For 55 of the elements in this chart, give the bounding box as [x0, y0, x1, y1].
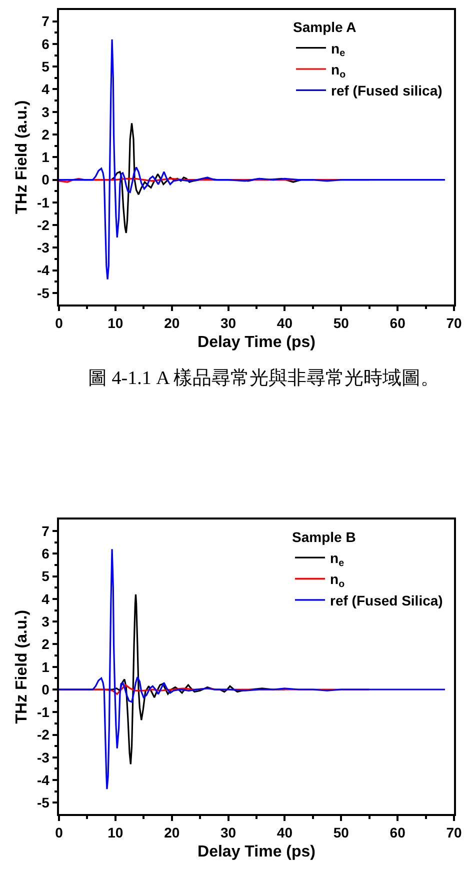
legend-label: n$_{o}$	[331, 61, 346, 80]
y-tick-label: 4	[42, 81, 50, 98]
x-tick-label: 60	[390, 824, 406, 841]
x-tick-label: 70	[446, 824, 462, 841]
y-tick-label: -5	[36, 794, 50, 811]
y-tick-label: -5	[36, 284, 50, 301]
y-tick-label: 3	[42, 613, 50, 630]
x-tick-label: 20	[164, 824, 180, 841]
x-axis-title: Delay Time (ps)	[198, 844, 316, 861]
x-tick-label: 10	[108, 824, 124, 841]
y-tick-label: 7	[42, 13, 50, 30]
y-tick-label: -3	[36, 240, 50, 256]
y-tick-label: -4	[36, 772, 50, 788]
y-tick-label: 1	[42, 149, 50, 166]
y-tick-label: -3	[36, 749, 50, 766]
y-tick-label: 6	[42, 546, 50, 562]
y-tick-label: -2	[36, 216, 50, 233]
y-tick-label: -1	[36, 704, 50, 720]
y-tick-label: 2	[42, 636, 50, 652]
y-tick-label: -1	[36, 194, 50, 210]
y-tick-label: 7	[42, 522, 50, 539]
legend-label: n$_{e}$	[331, 40, 346, 60]
y-axis-title: THz Field (a.u.)	[13, 610, 30, 724]
x-tick-label: 50	[333, 824, 350, 841]
y-tick-label: 5	[42, 58, 50, 74]
y-tick-label: 3	[42, 104, 50, 120]
x-tick-label: 40	[276, 314, 293, 331]
legend-label: n$_{o}$	[330, 571, 345, 590]
x-tick-label: 50	[333, 314, 350, 331]
x-tick-label: 30	[220, 314, 236, 331]
legend-label: ref (Fused Silica)	[330, 592, 443, 608]
x-tick-label: 30	[220, 824, 236, 841]
legend-label: ref (Fused silica)	[331, 82, 442, 99]
x-tick-label: 10	[108, 314, 124, 331]
x-tick-label: 40	[276, 824, 293, 841]
y-tick-label: 0	[42, 681, 50, 698]
y-tick-label: -2	[36, 726, 50, 743]
caption: 圖 4-1.1 A 樣品尋常光與非尋常光時域圖。	[88, 367, 440, 389]
y-tick-label: -4	[36, 262, 50, 278]
y-tick-label: 1	[42, 658, 50, 675]
x-tick-label: 0	[55, 314, 64, 331]
y-axis-title: THz Field (a.u.)	[13, 100, 30, 214]
legend-title: Sample A	[293, 19, 356, 36]
x-axis-title: Delay Time (ps)	[198, 334, 316, 352]
y-tick-label: 5	[42, 568, 50, 584]
y-tick-label: 6	[42, 36, 50, 52]
y-tick-label: 0	[42, 172, 50, 188]
x-tick-label: 0	[55, 824, 64, 841]
x-tick-label: 70	[446, 314, 462, 331]
x-tick-label: 20	[164, 314, 180, 331]
y-tick-label: 2	[42, 126, 50, 142]
legend-title: Sample B	[292, 528, 356, 545]
legend-label: n$_{e}$	[330, 550, 345, 569]
x-tick-label: 60	[390, 314, 406, 331]
y-tick-label: 4	[42, 590, 50, 607]
